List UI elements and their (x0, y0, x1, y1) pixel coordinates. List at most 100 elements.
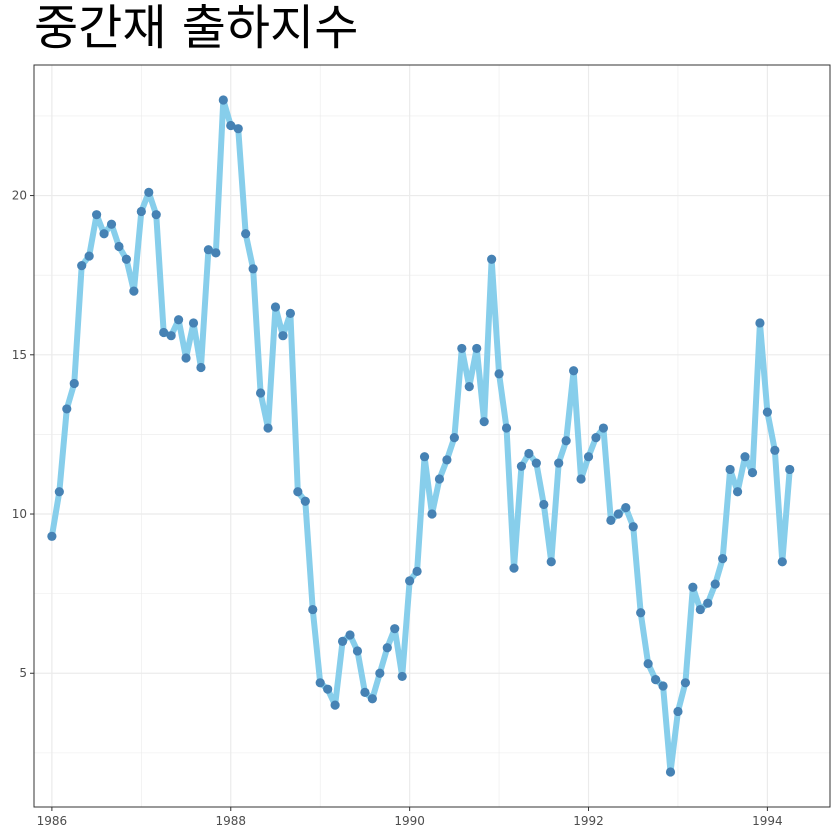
data-point (293, 487, 303, 497)
data-point (487, 254, 497, 264)
data-point (591, 432, 601, 443)
data-point (427, 509, 437, 519)
data-point (613, 509, 623, 519)
data-point (658, 681, 668, 691)
data-point (300, 496, 310, 506)
data-point (323, 684, 333, 694)
data-point (554, 458, 564, 468)
data-point (777, 557, 787, 567)
plot-panel (34, 65, 830, 807)
data-point (285, 308, 295, 318)
data-point (464, 382, 474, 392)
data-point (181, 353, 191, 363)
data-point (434, 474, 445, 484)
x-axis: 1986 1988 1990 1992 1994 (37, 807, 783, 828)
data-point (62, 404, 72, 414)
data-point (203, 245, 213, 255)
data-point (770, 445, 780, 455)
x-tick-label: 1988 (215, 814, 246, 828)
major-grid (34, 65, 830, 807)
data-point (315, 678, 325, 688)
data-point (390, 624, 400, 634)
series-layer (47, 95, 795, 777)
data-point (680, 678, 691, 688)
data-point (546, 557, 556, 567)
y-tick-label: 20 (12, 189, 27, 203)
data-point (211, 248, 221, 258)
data-point (524, 448, 534, 459)
data-point (665, 767, 676, 777)
data-point (173, 315, 184, 325)
data-point (54, 487, 64, 497)
data-point (442, 455, 452, 465)
data-point (84, 251, 94, 261)
data-point (337, 636, 348, 647)
data-point (539, 499, 549, 510)
data-point (360, 687, 370, 697)
data-point (47, 531, 57, 541)
data-point (106, 219, 117, 229)
chart-title: 중간재 출하지수 (34, 0, 359, 56)
data-point (196, 362, 206, 373)
data-point (755, 318, 765, 328)
data-point (248, 264, 258, 274)
y-tick-label: 10 (12, 507, 27, 521)
data-point (494, 369, 504, 379)
data-point (270, 302, 281, 312)
data-point (628, 522, 638, 532)
data-point (509, 563, 519, 573)
data-point (673, 706, 683, 717)
data-point (561, 436, 571, 446)
x-tick-label: 1994 (752, 814, 783, 828)
data-point (144, 187, 154, 197)
data-point (166, 331, 176, 341)
x-tick-label: 1992 (573, 814, 604, 828)
data-point (382, 643, 392, 653)
data-point (703, 598, 713, 608)
data-point (218, 95, 228, 105)
data-point (516, 461, 527, 471)
data-point (419, 452, 430, 462)
data-point (114, 241, 124, 252)
data-point (449, 432, 459, 443)
y-axis: 5 10 15 20 (12, 189, 34, 680)
data-point (598, 423, 609, 433)
data-point (725, 464, 735, 475)
data-point (255, 388, 266, 398)
data-point (718, 554, 728, 564)
data-point (233, 124, 243, 134)
data-point (129, 286, 139, 296)
data-point (69, 378, 79, 389)
data-point (121, 254, 132, 264)
data-point (732, 487, 743, 497)
data-point (352, 646, 363, 656)
data-point (457, 343, 467, 354)
data-point (636, 608, 646, 618)
data-point (330, 700, 340, 710)
data-point (643, 659, 653, 669)
data-point (308, 604, 318, 615)
data-point (710, 579, 720, 589)
x-tick-label: 1990 (394, 814, 425, 828)
data-point (576, 474, 586, 484)
data-point (397, 671, 407, 682)
data-point (621, 503, 631, 513)
minor-grid (34, 65, 830, 807)
y-tick-label: 15 (12, 348, 27, 362)
data-point (77, 261, 87, 271)
data-point (151, 210, 161, 220)
data-point (405, 576, 415, 586)
data-point (651, 675, 661, 685)
series-line (48, 97, 793, 775)
data-point (688, 582, 698, 592)
y-tick-label: 5 (19, 666, 27, 680)
data-point (695, 604, 705, 615)
data-point (263, 423, 273, 433)
data-point (740, 452, 750, 462)
data-point (367, 694, 377, 704)
data-point (472, 343, 482, 354)
data-point (583, 452, 594, 462)
x-tick-label: 1986 (37, 814, 68, 828)
data-point (606, 515, 616, 525)
